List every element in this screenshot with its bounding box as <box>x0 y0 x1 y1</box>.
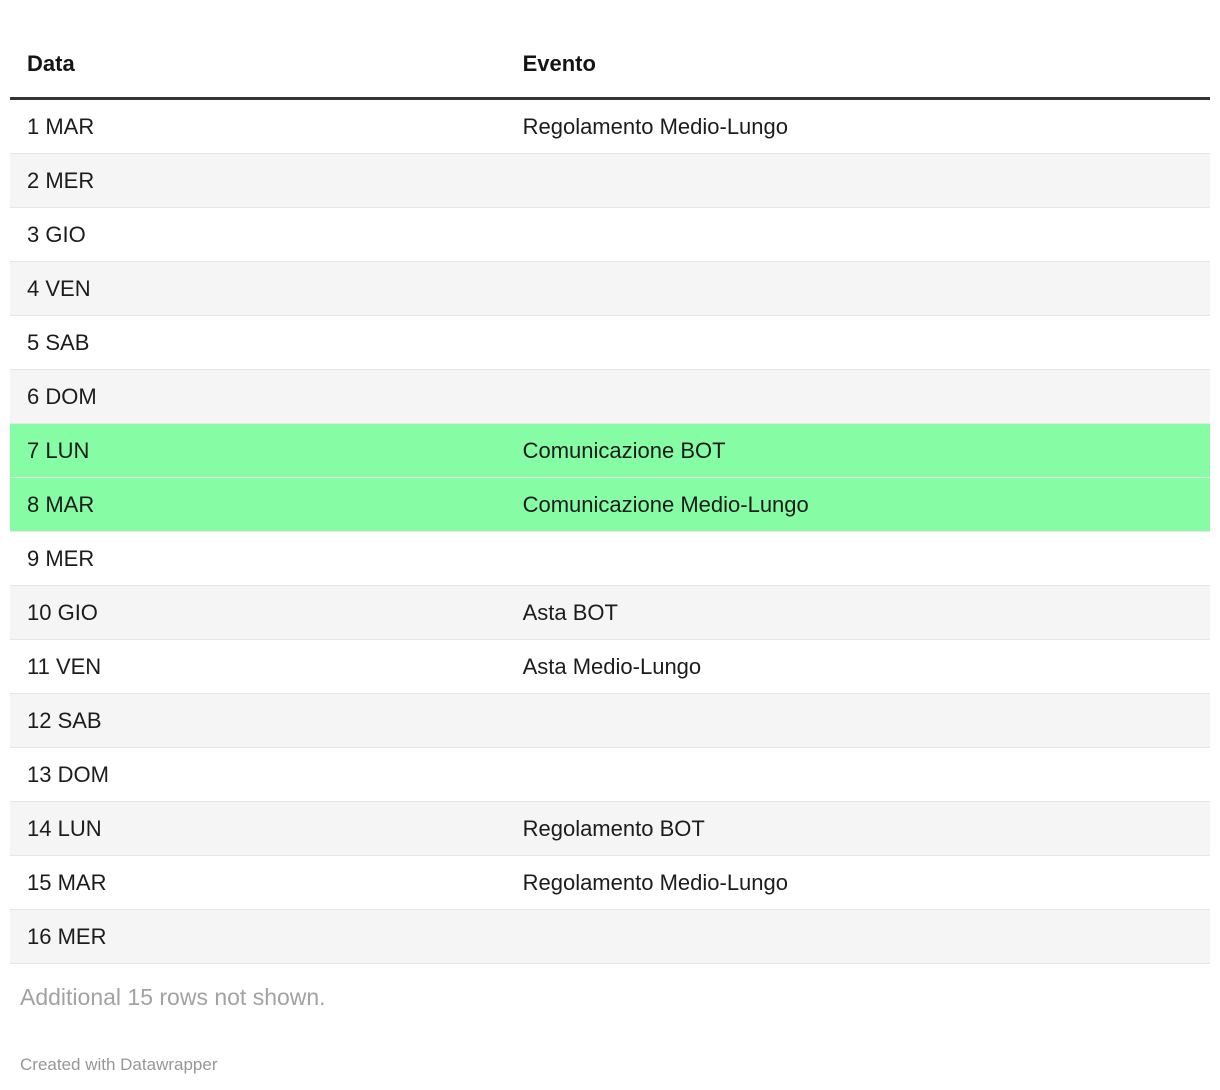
cell-evento <box>505 693 1210 748</box>
table-row: 2 MER <box>10 153 1210 208</box>
table-row: 9 MER <box>10 531 1210 586</box>
table-row: 13 DOM <box>10 747 1210 802</box>
table-row: 3 GIO <box>10 207 1210 262</box>
table-header: Data Evento <box>10 30 1210 100</box>
datawrapper-attribution-link[interactable]: Created with Datawrapper <box>20 1055 218 1074</box>
table-row: 1 MAR Regolamento Medio-Lungo <box>10 98 1210 154</box>
cell-data: 15 MAR <box>10 855 506 910</box>
cell-data: 5 SAB <box>10 315 506 370</box>
cell-data: 13 DOM <box>10 747 506 802</box>
cell-data: 14 LUN <box>10 801 506 856</box>
cell-data: 11 VEN <box>10 639 506 694</box>
cell-data: 3 GIO <box>10 207 506 262</box>
column-header-evento: Evento <box>505 30 1210 100</box>
table-row: 5 SAB <box>10 315 1210 370</box>
table-row: 15 MAR Regolamento Medio-Lungo <box>10 855 1210 910</box>
header-row: Data Evento <box>10 30 1210 100</box>
cell-data: 2 MER <box>10 153 506 208</box>
column-header-data: Data <box>10 30 506 100</box>
cell-evento: Comunicazione BOT <box>505 423 1210 478</box>
cell-data: 8 MAR <box>10 477 506 532</box>
table-row: 16 MER <box>10 909 1210 964</box>
cell-evento: Comunicazione Medio-Lungo <box>505 477 1210 532</box>
cell-evento <box>505 153 1210 208</box>
table-row: 6 DOM <box>10 369 1210 424</box>
cell-evento <box>505 747 1210 802</box>
cell-evento <box>505 261 1210 316</box>
table-row: 11 VEN Asta Medio-Lungo <box>10 639 1210 694</box>
cell-evento <box>505 531 1210 586</box>
cell-evento <box>505 207 1210 262</box>
cell-evento: Regolamento BOT <box>505 801 1210 856</box>
table-row: 12 SAB <box>10 693 1210 748</box>
cell-evento: Regolamento Medio-Lungo <box>505 98 1210 154</box>
table-row: 8 MAR Comunicazione Medio-Lungo <box>10 477 1210 532</box>
events-table: Data Evento 1 MAR Regolamento Medio-Lungo… <box>10 30 1210 964</box>
cell-data: 6 DOM <box>10 369 506 424</box>
cell-data: 1 MAR <box>10 98 506 154</box>
table-row: 7 LUN Comunicazione BOT <box>10 423 1210 478</box>
table-body: 1 MAR Regolamento Medio-Lungo 2 MER 3 GIO 4 … <box>10 98 1210 964</box>
rows-not-shown-note: Additional 15 rows not shown. <box>20 984 326 1010</box>
cell-data: 16 MER <box>10 909 506 964</box>
table-row: 4 VEN <box>10 261 1210 316</box>
cell-evento: Asta BOT <box>505 585 1210 640</box>
cell-data: 12 SAB <box>10 693 506 748</box>
cell-evento <box>505 369 1210 424</box>
cell-data: 7 LUN <box>10 423 506 478</box>
table-row: 10 GIO Asta BOT <box>10 585 1210 640</box>
cell-evento <box>505 315 1210 370</box>
cell-data: 9 MER <box>10 531 506 586</box>
cell-evento: Regolamento Medio-Lungo <box>505 855 1210 910</box>
cell-evento: Asta Medio-Lungo <box>505 639 1210 694</box>
cell-evento <box>505 909 1210 964</box>
cell-data: 4 VEN <box>10 261 506 316</box>
table-row: 14 LUN Regolamento BOT <box>10 801 1210 856</box>
cell-data: 10 GIO <box>10 585 506 640</box>
